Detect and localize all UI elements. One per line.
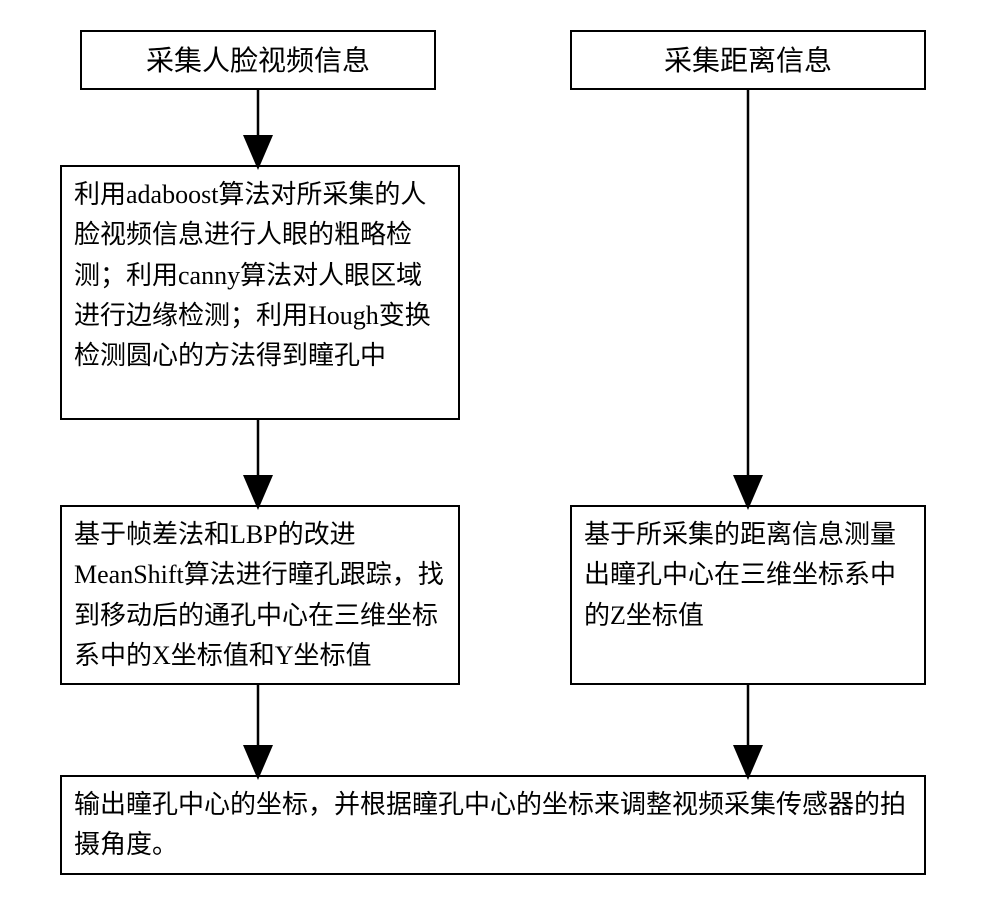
node-collect-distance: 采集距离信息 (570, 30, 926, 90)
node-label: 基于帧差法和LBP的改进MeanShift算法进行瞳孔跟踪，找到移动后的通孔中心… (74, 520, 444, 670)
node-label: 基于所采集的距离信息测量出瞳孔中心在三维坐标系中的Z坐标值 (584, 520, 896, 630)
node-output-adjust: 输出瞳孔中心的坐标，并根据瞳孔中心的坐标来调整视频采集传感器的拍摄角度。 (60, 775, 926, 875)
node-label: 采集人脸视频信息 (146, 46, 370, 77)
flowchart-arrows (0, 0, 1000, 909)
node-label: 利用adaboost算法对所采集的人脸视频信息进行人眼的粗略检测；利用canny… (74, 180, 431, 370)
node-label: 采集距离信息 (664, 46, 832, 77)
node-adaboost-canny-hough: 利用adaboost算法对所采集的人脸视频信息进行人眼的粗略检测；利用canny… (60, 165, 460, 420)
node-z-coordinate: 基于所采集的距离信息测量出瞳孔中心在三维坐标系中的Z坐标值 (570, 505, 926, 685)
node-label: 输出瞳孔中心的坐标，并根据瞳孔中心的坐标来调整视频采集传感器的拍摄角度。 (74, 790, 906, 859)
node-collect-face-video: 采集人脸视频信息 (80, 30, 436, 90)
node-meanshift-tracking: 基于帧差法和LBP的改进MeanShift算法进行瞳孔跟踪，找到移动后的通孔中心… (60, 505, 460, 685)
